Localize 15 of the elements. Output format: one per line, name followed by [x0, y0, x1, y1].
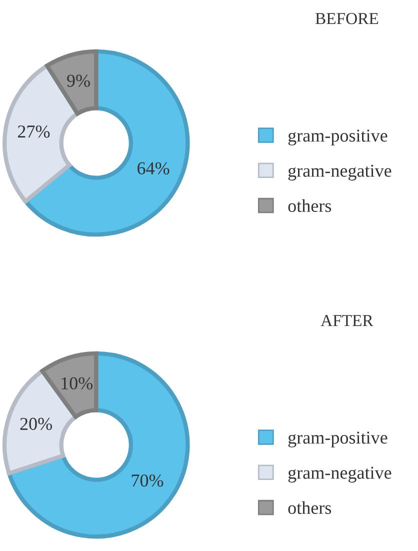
data-label: 20% — [20, 418, 52, 430]
legend-label: gram-positive — [288, 130, 388, 146]
donut-slice — [44, 49, 98, 116]
chart-title: AFTER — [320, 315, 374, 326]
data-label: 64% — [138, 162, 170, 174]
legend-label: gram-positive — [288, 432, 388, 448]
data-label: 70% — [132, 474, 164, 487]
chart-title: BEFORE — [315, 12, 378, 24]
data-label: 10% — [62, 377, 93, 390]
legend-label: others — [288, 501, 332, 514]
legend-label: others — [288, 199, 332, 212]
data-label: 9% — [67, 74, 90, 87]
legend-label: gram-negative — [288, 164, 392, 181]
data-label: 27% — [18, 125, 50, 138]
legend-label: gram-negative — [288, 466, 392, 483]
